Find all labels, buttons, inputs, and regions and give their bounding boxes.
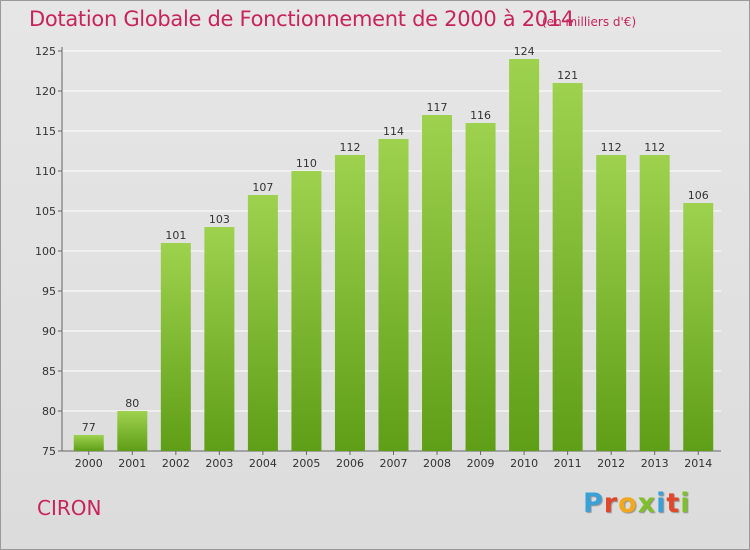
x-tick-label: 2006: [336, 457, 364, 470]
data-label: 80: [125, 397, 139, 410]
x-tick-label: 2005: [292, 457, 320, 470]
data-label: 110: [296, 157, 317, 170]
data-label: 121: [557, 69, 578, 82]
y-tick-label: 85: [42, 365, 56, 378]
bar: [378, 139, 409, 451]
y-tick-label: 105: [35, 205, 56, 218]
data-label: 77: [82, 421, 96, 434]
y-tick-label: 125: [35, 45, 56, 58]
bar: [509, 59, 540, 451]
data-label: 107: [252, 181, 273, 194]
x-tick-label: 2010: [510, 457, 538, 470]
bar: [73, 435, 104, 451]
bar: [465, 123, 496, 451]
data-label: 112: [601, 141, 622, 154]
data-label: 106: [688, 189, 709, 202]
bar: [683, 203, 714, 451]
bar: [291, 171, 322, 451]
x-tick-label: 2003: [205, 457, 233, 470]
x-tick-label: 2000: [75, 457, 103, 470]
data-labels: 77 80 101 103 107 110 112 114 117 116 124 121 112 112…: [82, 45, 709, 434]
data-label: 112: [644, 141, 665, 154]
chart-subtitle: (en milliers d'€): [542, 15, 637, 29]
x-tick-label: 2008: [423, 457, 451, 470]
x-tick-label: 2007: [380, 457, 408, 470]
bar: [247, 195, 278, 451]
data-label: 124: [514, 45, 535, 58]
data-label: 114: [383, 125, 404, 138]
commune-name: CIRON: [37, 496, 102, 520]
bar: [204, 227, 235, 451]
y-tick-label: 95: [42, 285, 56, 298]
y-tick-label: 90: [42, 325, 56, 338]
x-tick-label: 2012: [597, 457, 625, 470]
logo-letter: i: [656, 488, 667, 519]
logo-letter: o: [618, 488, 638, 519]
logo-letter: t: [666, 488, 681, 519]
y-tick-label: 75: [42, 445, 56, 458]
bar: [160, 243, 191, 451]
data-label: 112: [339, 141, 360, 154]
chart-title: Dotation Globale de Fonctionnement de 20…: [29, 7, 574, 31]
logo-letter: r: [603, 488, 619, 519]
bar: [422, 115, 453, 451]
bar: [334, 155, 365, 451]
x-tick-label: 2002: [162, 457, 190, 470]
x-tick-label: 2004: [249, 457, 277, 470]
x-tick-label: 2013: [641, 457, 669, 470]
logo-letter: x: [637, 488, 657, 519]
y-tick-labels: 75 80 85 90 95 100 105 110 115 120 125: [35, 45, 56, 458]
x-tick-labels: 2000 2001 2002 2003 2004 2005 2006 2007 2008 2009…: [75, 451, 712, 470]
data-label: 116: [470, 109, 491, 122]
data-label: 103: [209, 213, 230, 226]
bar: [117, 411, 148, 451]
y-tick-label: 110: [35, 165, 56, 178]
logo-letter: i: [680, 488, 691, 519]
bar: [639, 155, 670, 451]
y-tick-label: 120: [35, 85, 56, 98]
y-tick-label: 115: [35, 125, 56, 138]
y-tick-label: 80: [42, 405, 56, 418]
bar: [552, 83, 583, 451]
bars: [73, 59, 714, 451]
x-tick-label: 2014: [684, 457, 712, 470]
y-tick-label: 100: [35, 245, 56, 258]
x-tick-label: 2001: [118, 457, 146, 470]
logo-letter: P: [583, 488, 604, 519]
data-label: 101: [165, 229, 186, 242]
x-tick-label: 2011: [554, 457, 582, 470]
bar: [596, 155, 627, 451]
data-label: 117: [427, 101, 448, 114]
proxiti-logo: Proxiti: [583, 488, 691, 519]
x-tick-label: 2009: [467, 457, 495, 470]
